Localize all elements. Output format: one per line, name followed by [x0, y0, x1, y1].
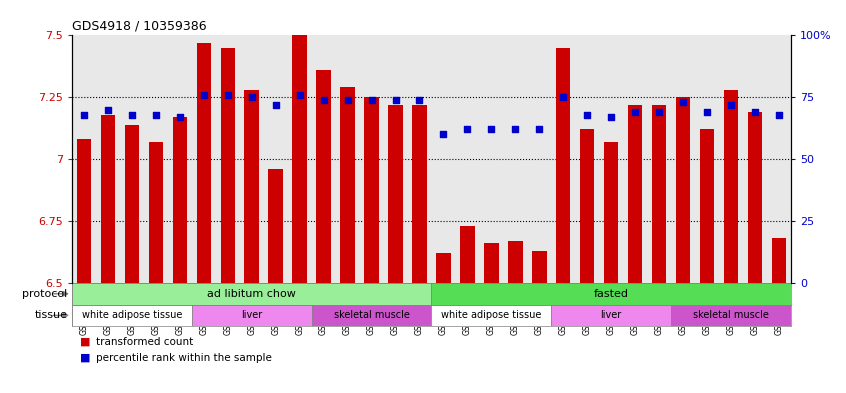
Bar — [221, 48, 235, 283]
Bar — [508, 241, 523, 283]
Point — [221, 92, 234, 98]
Point — [700, 109, 714, 115]
Text: liver: liver — [601, 310, 622, 320]
Bar — [484, 243, 498, 283]
Point — [125, 112, 139, 118]
Point — [413, 97, 426, 103]
Point — [101, 107, 114, 113]
Bar — [72, 305, 192, 326]
Bar — [580, 129, 595, 283]
Text: ■: ■ — [80, 337, 91, 347]
Point — [485, 126, 498, 132]
Point — [677, 99, 690, 105]
Bar — [724, 90, 739, 283]
Bar — [124, 125, 139, 283]
Bar — [431, 305, 552, 326]
Text: skeletal muscle: skeletal muscle — [693, 310, 769, 320]
Bar — [311, 305, 431, 326]
Point — [437, 131, 450, 138]
Bar — [192, 305, 311, 326]
Bar — [556, 48, 570, 283]
Bar — [628, 105, 642, 283]
Bar — [340, 87, 354, 283]
Bar — [293, 35, 307, 283]
Point — [533, 126, 547, 132]
Bar — [552, 305, 671, 326]
Point — [604, 114, 618, 120]
Bar — [412, 105, 426, 283]
Bar — [437, 253, 451, 283]
Bar — [268, 169, 283, 283]
Bar — [101, 115, 115, 283]
Bar — [388, 105, 403, 283]
Point — [580, 112, 594, 118]
Bar — [460, 226, 475, 283]
Bar — [173, 117, 187, 283]
Point — [460, 126, 474, 132]
Text: tissue: tissue — [35, 310, 68, 320]
Point — [652, 109, 666, 115]
Point — [365, 97, 378, 103]
Point — [149, 112, 162, 118]
Point — [173, 114, 186, 120]
Bar — [748, 112, 762, 283]
Bar — [700, 129, 714, 283]
Bar — [604, 142, 618, 283]
Point — [316, 97, 330, 103]
Bar — [431, 283, 791, 305]
Bar — [652, 105, 667, 283]
Bar — [772, 239, 786, 283]
Point — [77, 112, 91, 118]
Text: percentile rank within the sample: percentile rank within the sample — [96, 353, 272, 363]
Bar — [77, 140, 91, 283]
Point — [197, 92, 211, 98]
Point — [269, 101, 283, 108]
Bar — [671, 305, 791, 326]
Text: liver: liver — [241, 310, 262, 320]
Point — [772, 112, 786, 118]
Point — [508, 126, 522, 132]
Point — [293, 92, 306, 98]
Bar — [365, 97, 379, 283]
Text: fasted: fasted — [594, 289, 629, 299]
Point — [749, 109, 762, 115]
Bar — [72, 283, 431, 305]
Text: white adipose tissue: white adipose tissue — [82, 310, 182, 320]
Point — [388, 97, 403, 103]
Bar — [316, 70, 331, 283]
Point — [629, 109, 642, 115]
Bar — [196, 43, 211, 283]
Point — [557, 94, 570, 100]
Bar — [244, 90, 259, 283]
Text: transformed count: transformed count — [96, 337, 193, 347]
Bar — [149, 142, 163, 283]
Text: GDS4918 / 10359386: GDS4918 / 10359386 — [72, 20, 206, 33]
Text: white adipose tissue: white adipose tissue — [442, 310, 541, 320]
Text: ■: ■ — [80, 353, 91, 363]
Point — [724, 101, 738, 108]
Bar — [676, 97, 690, 283]
Text: protocol: protocol — [23, 289, 68, 299]
Text: ad libitum chow: ad libitum chow — [207, 289, 296, 299]
Point — [245, 94, 259, 100]
Text: skeletal muscle: skeletal muscle — [333, 310, 409, 320]
Point — [341, 97, 354, 103]
Bar — [532, 251, 547, 283]
